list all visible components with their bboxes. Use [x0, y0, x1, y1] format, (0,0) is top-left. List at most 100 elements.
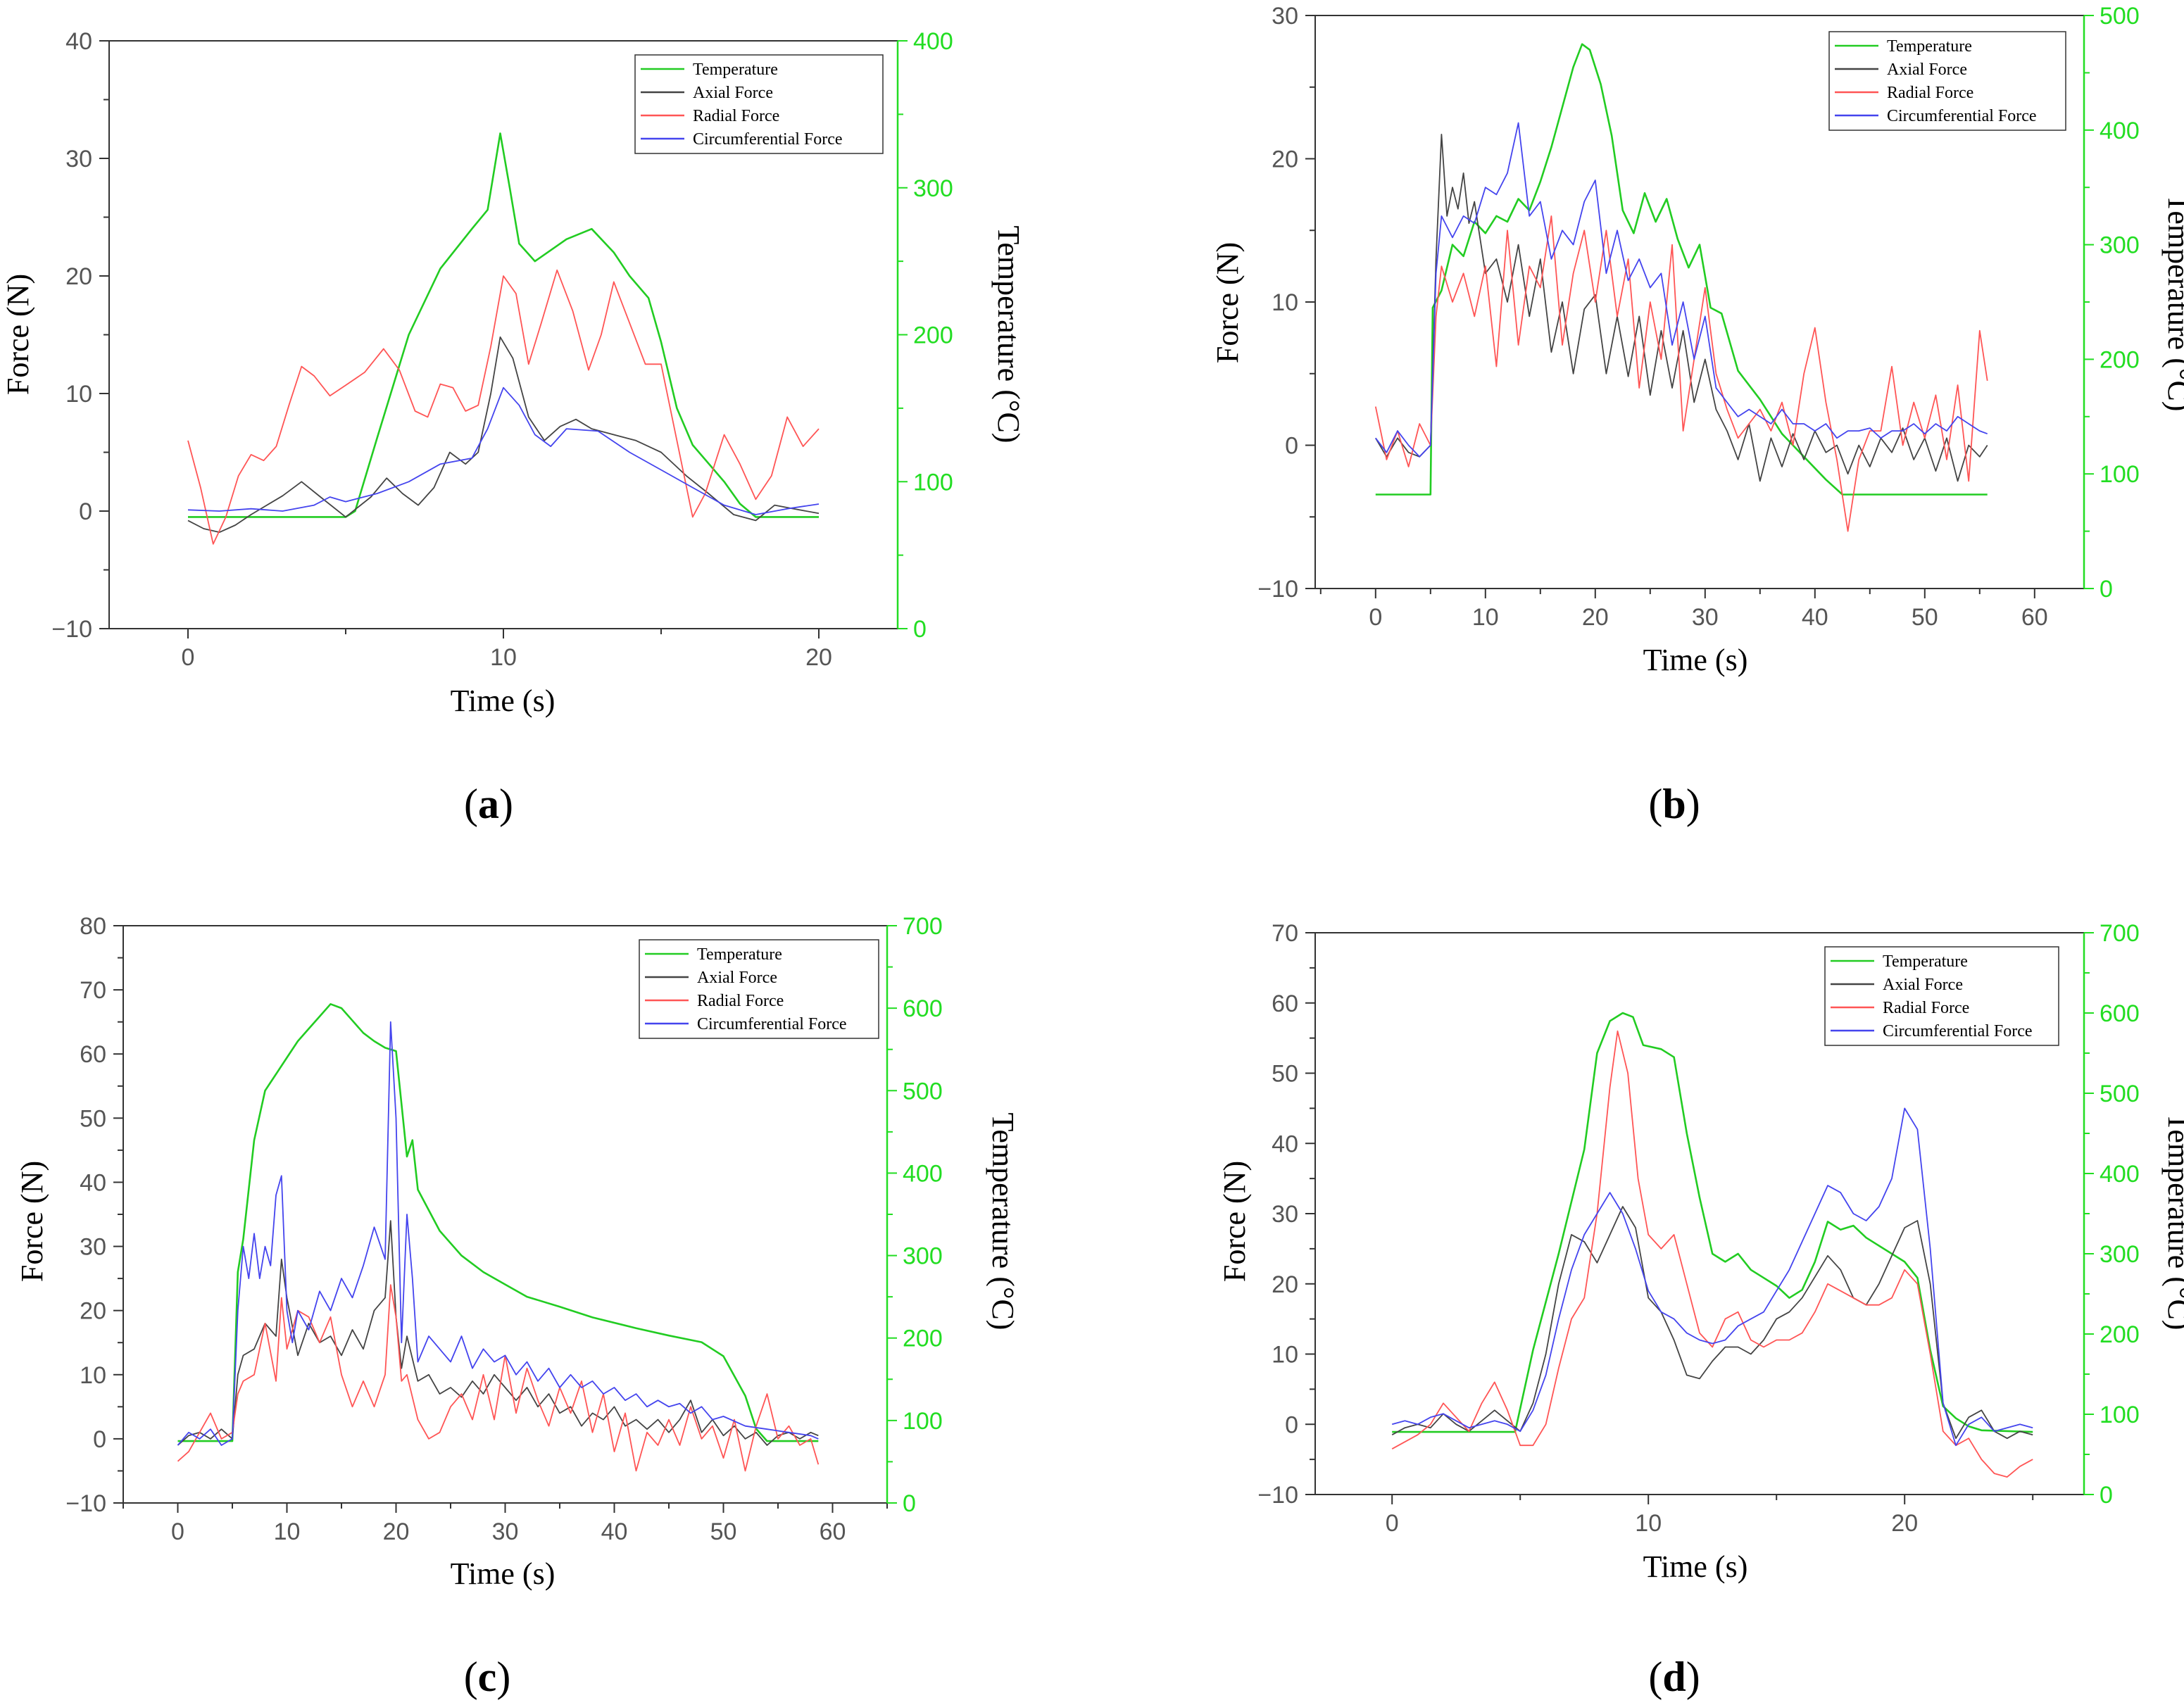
panel-c-x-tick-label: 50	[710, 1518, 737, 1545]
panel-c-series-temperature	[177, 1003, 819, 1442]
panel-a-y-tick-label: 20	[65, 263, 92, 290]
panel-c-y-tick-label: 20	[80, 1298, 106, 1325]
panel-c-legend-label: Radial Force	[697, 992, 784, 1010]
panel-a-xlabel: Time (s)	[451, 684, 556, 718]
panel-d-xlabel: Time (s)	[1643, 1549, 1748, 1584]
panel-d-y-tick-label: 0	[1285, 1411, 1298, 1438]
panel-c-series-radial-force	[177, 1284, 820, 1472]
panel-c-label-letter: c	[478, 1654, 497, 1700]
panel-d-series-temperature	[1392, 1012, 2033, 1433]
panel-a-legend-label: Temperature	[693, 61, 778, 79]
panel-a-y2label: Temperature (°C)	[991, 226, 1026, 443]
panel-d-x-tick-label: 20	[1891, 1510, 1918, 1537]
panel-b-legend-label: Temperature	[1887, 37, 1972, 56]
panel-c-y-tick-label: 30	[80, 1234, 106, 1261]
panel-c-y2-tick-label: 300	[903, 1243, 943, 1270]
panel-b-y-tick-label: 30	[1272, 3, 1298, 30]
panel-d-x-tick-label: 0	[1386, 1510, 1399, 1537]
panel-c-ylabel: Force (N)	[15, 1161, 49, 1282]
panel-a-legend-label: Circumferential Force	[693, 130, 843, 149]
panel-a: Time (s) Force (N) Temperature (°C) (a) …	[1, 28, 1026, 827]
panel-c-x-tick-label: 40	[601, 1518, 628, 1545]
panel-b-y-tick-label: 0	[1285, 433, 1298, 460]
panel-a-y2-tick-label: 200	[913, 322, 953, 349]
panel-d-y-tick-label: 60	[1272, 990, 1298, 1017]
panel-c-legend-label: Axial Force	[697, 969, 777, 987]
panel-c-y2-tick-label: 100	[903, 1408, 943, 1435]
panel-a-series-axial-force	[187, 336, 820, 533]
panel-c-y-tick-label: 80	[80, 913, 106, 940]
panel-b-y-tick-label: 10	[1272, 289, 1298, 316]
panel-b-y2-tick-label: 300	[2100, 232, 2140, 259]
panel-b-y2-tick-label: 500	[2100, 3, 2140, 30]
panel-a-y-tick-label: 40	[65, 28, 92, 55]
panel-b-x-tick-label: 0	[1369, 604, 1382, 631]
panel-d-legend-label: Axial Force	[1883, 976, 1963, 994]
panel-d-legend-box	[1824, 946, 2059, 1046]
panel-c-legend-label: Temperature	[697, 945, 782, 964]
panel-c: Time (s) Force (N) Temperature (°C) (c) …	[15, 913, 1020, 1700]
panel-c-y-tick-label: −10	[65, 1490, 106, 1517]
panel-a-y2-tick-label: 400	[913, 28, 953, 55]
panel-c-y2-tick-label: 500	[903, 1078, 943, 1105]
panel-c-y-tick-label: 0	[93, 1426, 106, 1453]
panel-d-y2-tick-label: 600	[2100, 1000, 2140, 1027]
panel-c-x-tick-label: 60	[820, 1518, 846, 1545]
panel-a-x-tick-label: 10	[490, 644, 517, 671]
panel-d-y-tick-label: 50	[1272, 1061, 1298, 1088]
panel-b-x-tick-label: 60	[2021, 604, 2048, 631]
panel-a-label-letter: a	[478, 781, 499, 827]
panel-d-y2-tick-label: 400	[2100, 1161, 2140, 1188]
panel-b-x-tick-label: 10	[1472, 604, 1499, 631]
panel-d-y2-tick-label: 500	[2100, 1081, 2140, 1107]
panel-b-series-radial-force	[1374, 215, 1988, 532]
panel-d-series-circumferential-force	[1391, 1107, 2033, 1447]
panel-c-y2label: Temperature (°C)	[986, 1113, 1020, 1330]
panel-c-xlabel: Time (s)	[451, 1556, 556, 1591]
panel-b-legend-label: Circumferential Force	[1887, 107, 2037, 125]
panel-a-y2-tick-label: 0	[913, 616, 927, 643]
panel-b: Time (s) Force (N) Temperature (°C) (b) …	[1210, 3, 2184, 827]
panel-c-y2-tick-label: 0	[903, 1490, 916, 1517]
panel-d: Time (s) Force (N) Temperature (°C) (d) …	[1217, 920, 2184, 1700]
panel-d-ylabel: Force (N)	[1217, 1161, 1252, 1282]
panel-d-y-tick-label: 70	[1272, 920, 1298, 947]
panel-a-series-radial-force	[187, 269, 820, 545]
panel-d-series-axial-force	[1391, 1206, 2033, 1440]
panel-a-ylabel: Force (N)	[1, 274, 35, 395]
panel-d-y-tick-label: 20	[1272, 1271, 1298, 1298]
panel-c-y-tick-label: 70	[80, 977, 106, 1004]
panel-d-y2-tick-label: 300	[2100, 1241, 2140, 1268]
panel-b-x-tick-label: 40	[1802, 604, 1828, 631]
panel-d-y2-tick-label: 700	[2100, 920, 2140, 947]
panel-a-x-tick-label: 0	[182, 644, 195, 671]
panel-c-x-tick-label: 20	[383, 1518, 410, 1545]
panel-b-y-tick-label: 20	[1272, 146, 1298, 173]
panel-b-y2-tick-label: 200	[2100, 346, 2140, 373]
panel-d-y-tick-label: 30	[1272, 1201, 1298, 1228]
panel-c-y2-tick-label: 600	[903, 995, 943, 1022]
panel-d-y2-tick-label: 200	[2100, 1321, 2140, 1348]
panel-d-label-letter: d	[1662, 1654, 1686, 1700]
panel-a-legend-label: Axial Force	[693, 84, 773, 102]
panel-b-y2-tick-label: 400	[2100, 118, 2140, 144]
panel-c-y2-tick-label: 400	[903, 1160, 943, 1187]
panel-a-y-tick-label: 0	[79, 498, 92, 525]
panel-a-y2-tick-label: 300	[913, 175, 953, 202]
panel-d-legend-label: Radial Force	[1883, 999, 1969, 1017]
panel-a-series-temperature	[188, 132, 819, 518]
panel-d-legend-label: Temperature	[1883, 952, 1968, 971]
panel-a-y2-tick-label: 100	[913, 469, 953, 496]
panel-b-x-tick-label: 50	[1912, 604, 1938, 631]
panel-c-y-tick-label: 60	[80, 1041, 106, 1068]
panel-a-y-tick-label: −10	[51, 616, 92, 643]
panel-c-y-tick-label: 50	[80, 1105, 106, 1132]
panel-d-y-tick-label: −10	[1257, 1482, 1298, 1509]
panel-b-y2-tick-label: 100	[2100, 461, 2140, 488]
panel-b-legend-label: Radial Force	[1887, 84, 1973, 102]
panel-d-label: (d)	[1648, 1654, 1700, 1700]
panel-b-series-circumferential-force	[1375, 122, 1988, 458]
panel-c-legend-box	[639, 939, 879, 1039]
